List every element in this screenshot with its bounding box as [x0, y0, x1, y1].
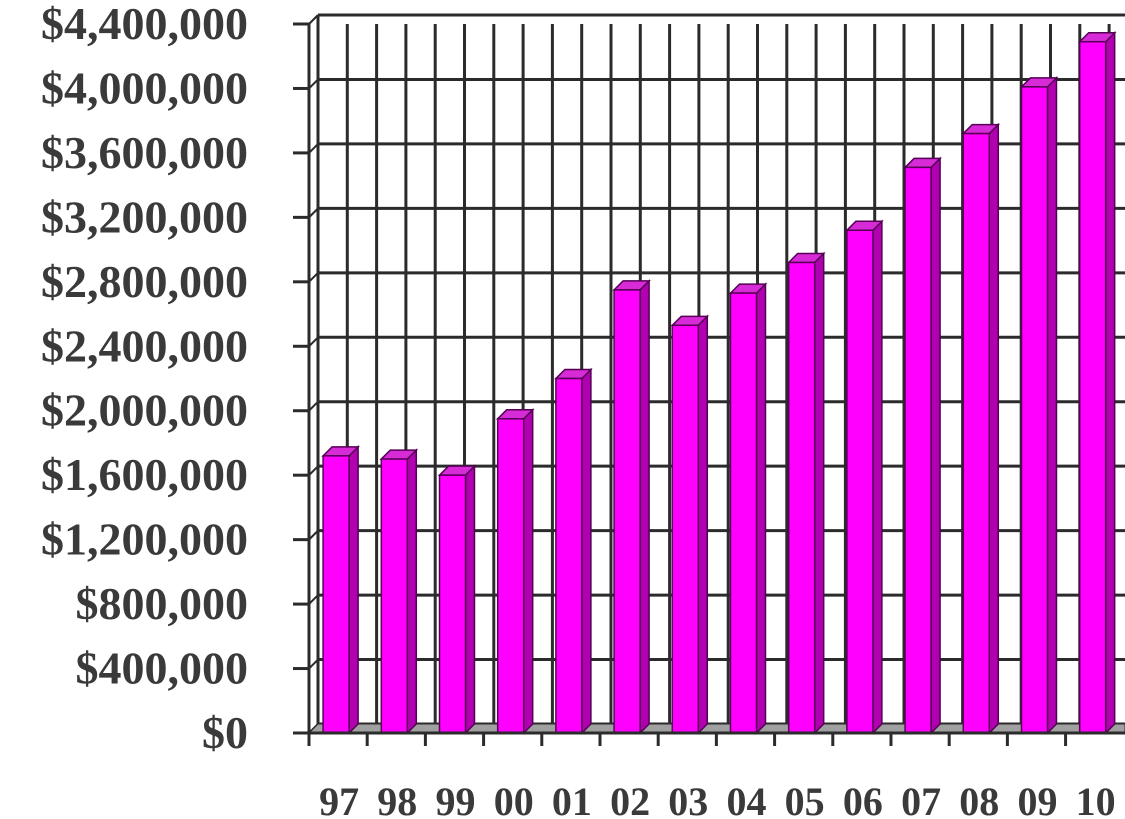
y-tick-label: $1,200,000	[41, 514, 248, 565]
bar	[1077, 30, 1117, 735]
bar-front	[1020, 86, 1049, 734]
bar-front	[380, 458, 409, 734]
bar-front	[438, 474, 467, 734]
y-axis-tick-labels: $0 $400,000 $800,000 $1,200,000 $1,600,000 $2…	[41, 0, 248, 758]
bars	[321, 30, 1117, 735]
bar-front	[904, 166, 932, 734]
bar-front	[1078, 40, 1107, 734]
y-tick-label: $3,600,000	[41, 127, 248, 178]
x-tick-label: 97	[319, 779, 359, 819]
y-tick-label: $2,800,000	[41, 256, 248, 307]
bar	[554, 367, 593, 735]
bar	[612, 279, 651, 735]
bar-front	[322, 455, 350, 734]
bar-side	[813, 251, 825, 735]
bar	[495, 407, 535, 735]
y-tick-label: $2,400,000	[41, 320, 248, 371]
bar-side	[406, 448, 418, 735]
bar	[728, 282, 768, 735]
x-tick-label: 05	[785, 779, 825, 819]
y-tick-label: $800,000	[76, 578, 249, 629]
bar-side	[872, 219, 883, 735]
x-tick-label: 06	[843, 779, 883, 819]
bar	[379, 448, 419, 735]
x-tick-label: 07	[901, 779, 941, 819]
x-tick-label: 08	[959, 779, 999, 819]
y-tick-label: $400,000	[76, 643, 249, 694]
bar-side	[930, 156, 941, 735]
bar	[786, 251, 826, 735]
bar-side	[1046, 76, 1058, 735]
bar-front	[671, 324, 700, 734]
x-tick-label: 10	[1076, 779, 1116, 819]
bar	[903, 156, 942, 735]
bar-side	[988, 122, 1000, 735]
bar	[321, 445, 360, 735]
bar-side	[1104, 30, 1116, 735]
y-tick-label: $1,600,000	[41, 449, 248, 500]
bar-side	[755, 282, 767, 735]
bar-side	[581, 367, 592, 735]
bar-front	[729, 292, 758, 734]
y-tick-label: $4,000,000	[41, 62, 248, 113]
grid	[308, 13, 1125, 734]
x-tick-label: 02	[610, 779, 650, 819]
bar-side	[348, 445, 359, 735]
x-tick-label: 98	[377, 779, 417, 819]
axes	[293, 15, 1125, 746]
bar-front	[846, 229, 874, 734]
bar	[437, 464, 477, 735]
bar-side	[522, 407, 534, 735]
bar-front	[555, 377, 583, 734]
bar-side	[639, 279, 650, 735]
bar	[1019, 76, 1059, 735]
x-tick-label: 09	[1017, 779, 1057, 819]
bar-front	[787, 261, 816, 734]
y-tick-label: $3,200,000	[41, 191, 248, 242]
bar-front	[613, 289, 641, 734]
y-tick-label: $2,000,000	[41, 385, 248, 436]
bar-side	[697, 314, 709, 735]
bar-side	[464, 464, 476, 735]
x-tick-label: 04	[726, 779, 766, 819]
y-tick-label: $4,400,000	[41, 0, 248, 49]
x-tick-label: 03	[668, 779, 708, 819]
bar	[961, 122, 1001, 735]
bar	[670, 314, 710, 735]
x-tick-label: 00	[494, 779, 534, 819]
y-tick-label: $0	[202, 707, 248, 758]
x-tick-label: 99	[435, 779, 475, 819]
x-axis-tick-labels: 97 98 99 00 01 02 03 04 05 06 07 08 09 10	[319, 779, 1116, 819]
x-tick-label: 01	[552, 779, 592, 819]
bar-front	[962, 132, 991, 734]
bar-front	[496, 418, 525, 734]
bar	[845, 219, 884, 735]
